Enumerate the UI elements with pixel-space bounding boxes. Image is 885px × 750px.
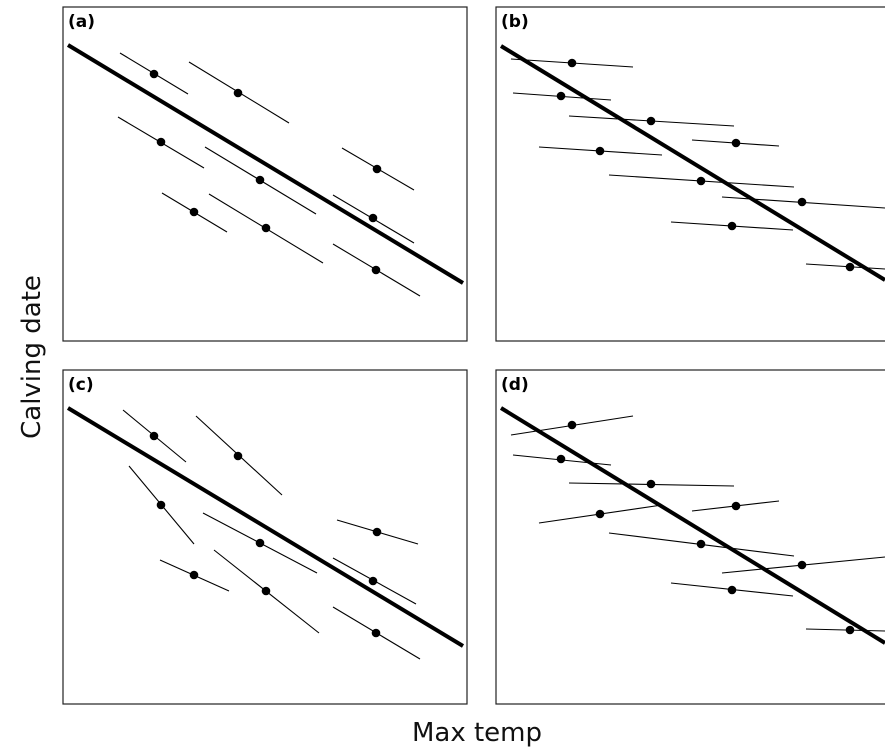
panel-b-frame: [495, 6, 885, 342]
panel-d-points: [556, 420, 855, 635]
panel-b-point-9: [845, 262, 855, 272]
panel-a-point-4: [372, 164, 382, 174]
panel-b-point-8: [727, 221, 737, 231]
panel-c-point-1: [149, 431, 159, 441]
panel-c-point-4: [372, 527, 382, 537]
panel-b-point-1: [567, 58, 577, 68]
panel-d-point-4: [731, 501, 741, 511]
panel-c-point-6: [189, 570, 199, 580]
panel-a-points: [149, 69, 382, 275]
panel-c-point-5: [255, 538, 265, 548]
panel-d-point-5: [595, 509, 605, 519]
panel-b-point-3: [646, 116, 656, 126]
panel-a-letter: (a): [68, 12, 95, 32]
panel-a-trend-line: [66, 43, 465, 285]
panel-a-frame: [62, 6, 468, 342]
panel-c-point-9: [371, 628, 381, 638]
panel-a-point-2: [233, 88, 243, 98]
panel-b-plot: [499, 44, 885, 282]
panel-c-letter: (c): [68, 375, 94, 395]
panel-b-points: [556, 58, 855, 272]
panel-a-point-7: [368, 213, 378, 223]
panel-a-point-3: [156, 137, 166, 147]
panel-b-letter: (b): [501, 12, 529, 32]
panel-d-point-2: [556, 454, 566, 464]
panel-a-point-1: [149, 69, 159, 79]
panel-c-plot: [66, 406, 465, 660]
panel-b-point-7: [797, 197, 807, 207]
panel-a-plot: [66, 43, 465, 297]
panel-a-point-5: [255, 175, 265, 185]
panel-b-slope-segment-9: [805, 263, 885, 270]
panel-c-point-3: [156, 500, 166, 510]
panel-d-point-6: [696, 539, 706, 549]
panel-b-point-6: [696, 176, 706, 186]
panel-c-frame: [62, 369, 468, 705]
panel-d-point-9: [845, 625, 855, 635]
panel-a: (a): [62, 6, 468, 342]
panel-a-point-8: [261, 223, 271, 233]
panel-d-point-7: [797, 560, 807, 570]
panel-d-letter: (d): [501, 375, 529, 395]
panel-c-point-8: [261, 586, 271, 596]
panel-b-trend-line: [499, 44, 885, 282]
panel-c-point-2: [233, 451, 243, 461]
panel-d: (d): [495, 369, 885, 705]
x-axis-label: Max temp: [412, 718, 542, 748]
panel-b: (b): [495, 6, 885, 342]
panel-a-point-9: [371, 265, 381, 275]
panel-d-point-3: [646, 479, 656, 489]
panel-b-point-5: [595, 146, 605, 156]
panel-d-trend-line: [499, 406, 885, 645]
panel-d-plot: [499, 406, 885, 645]
panel-c-points: [149, 431, 382, 638]
panel-d-slope-segment-9: [805, 628, 885, 632]
panel-b-point-2: [556, 91, 566, 101]
panel-b-point-4: [731, 138, 741, 148]
panel-c-trend-line: [66, 406, 465, 648]
panel-a-point-6: [189, 207, 199, 217]
panel-d-point-8: [727, 585, 737, 595]
panel-d-frame: [495, 369, 885, 705]
panel-c: (c): [62, 369, 468, 705]
y-axis-label: Calving date: [17, 275, 47, 439]
panel-c-point-7: [368, 576, 378, 586]
panel-d-point-1: [567, 420, 577, 430]
